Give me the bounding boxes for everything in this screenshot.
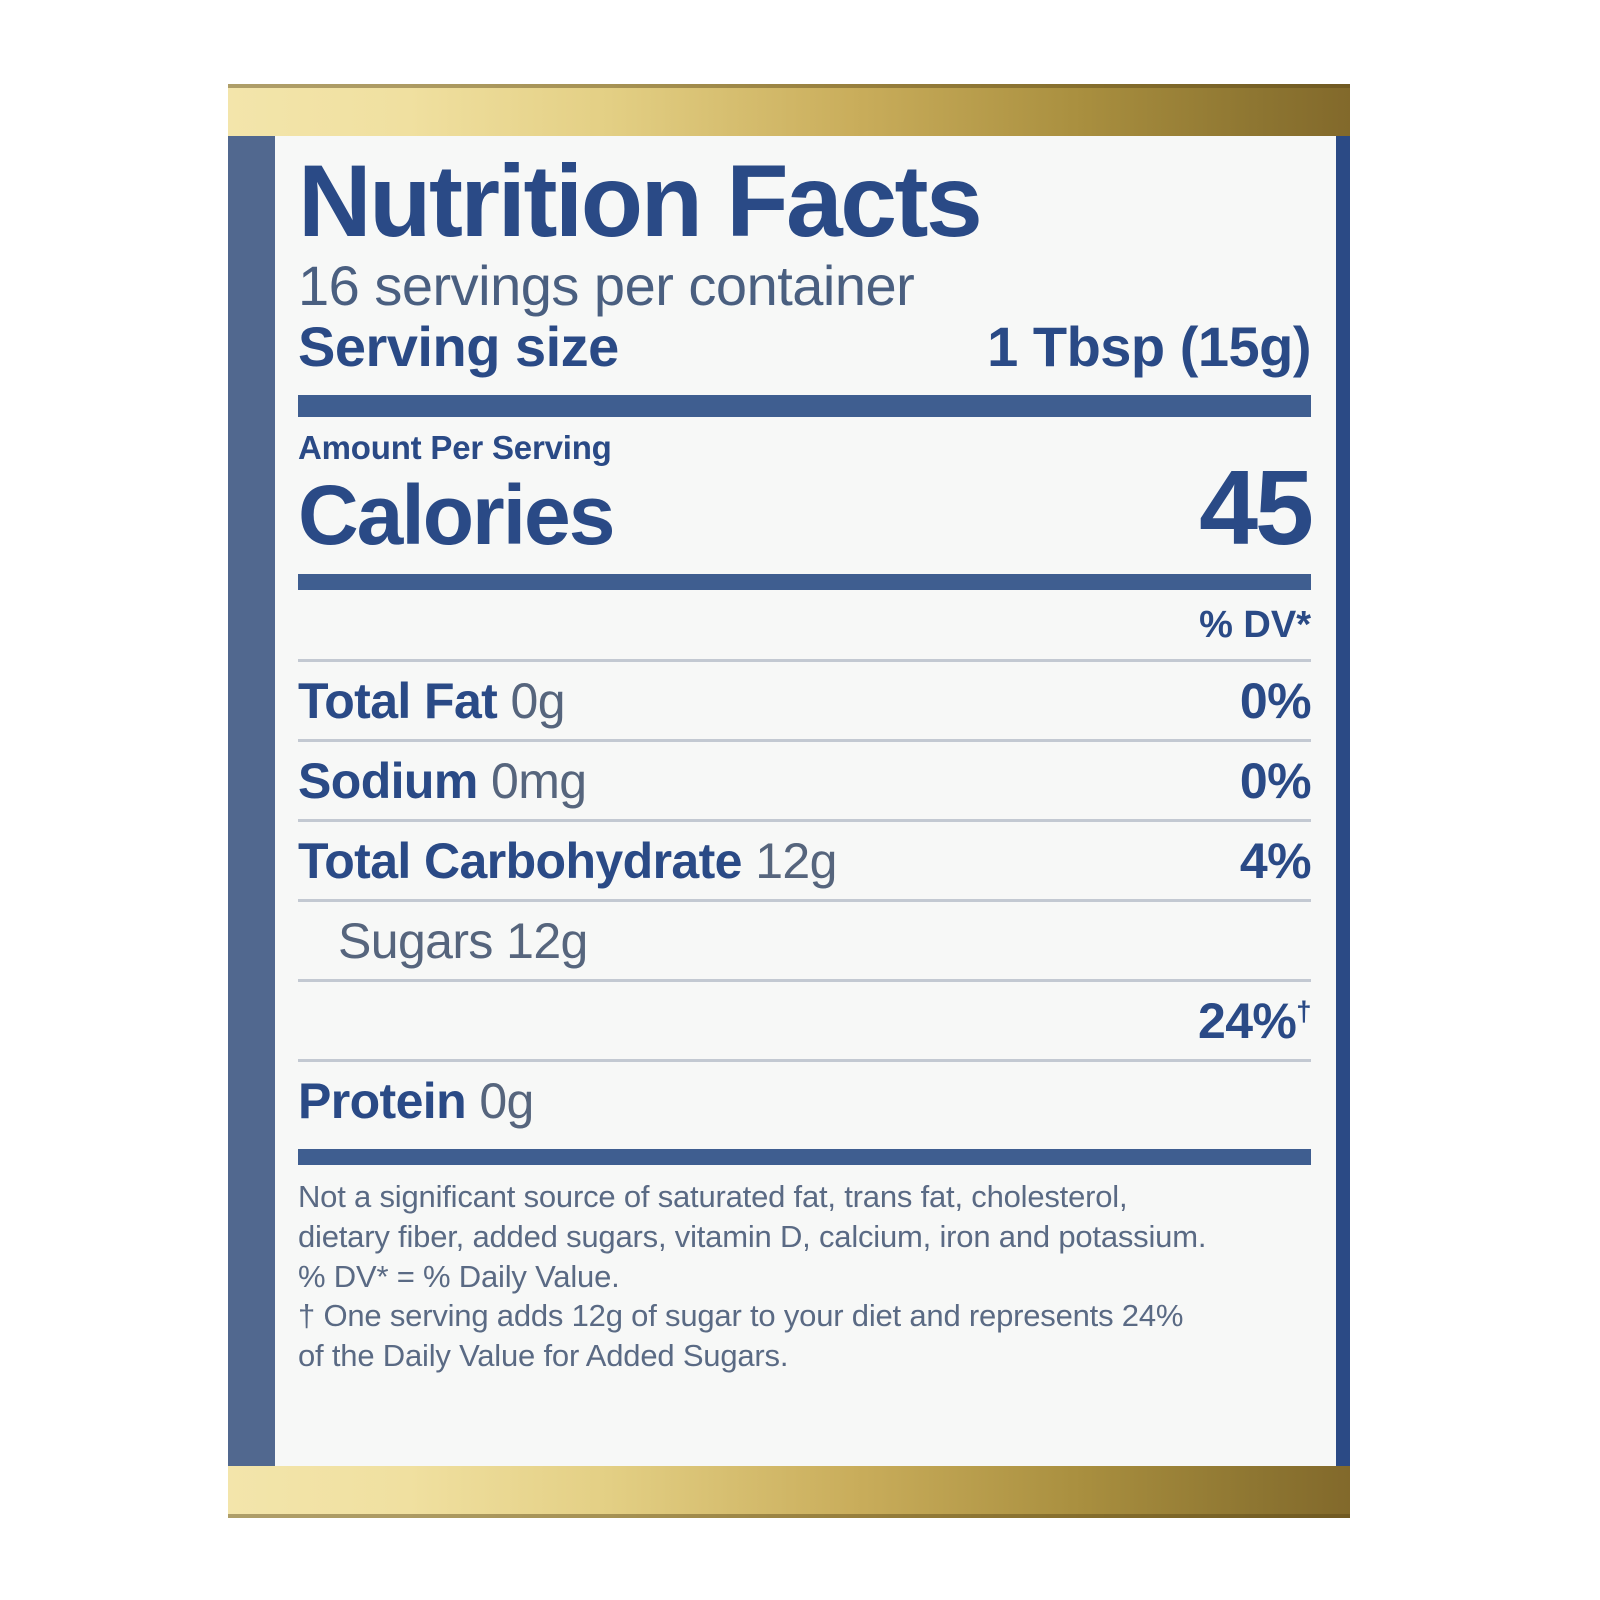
- nutrient-pct-sodium: 0%: [1239, 753, 1312, 810]
- nutrient-name-sugars: Sugars 12g: [338, 913, 588, 970]
- row-separator: [298, 819, 1311, 823]
- serving-size-row: Serving size 1 Tbsp (15g): [298, 314, 1311, 379]
- nutrient-row-sugars: Sugars 12g: [298, 902, 1311, 979]
- nutrient-row-total-carbohydrate: Total Carbohydrate 12g 4%: [298, 822, 1312, 899]
- divider-above-footnotes: [298, 1149, 1311, 1166]
- dagger-symbol: †: [1296, 995, 1311, 1027]
- row-separator: [298, 979, 1311, 983]
- nutrition-facts-content: Nutrition Facts 16 servings per containe…: [275, 136, 1336, 1466]
- nutrient-name-sodium: Sodium 0mg: [298, 753, 587, 810]
- nutrient-name-total-fat: Total Fat 0g: [298, 673, 566, 730]
- nutrient-name-protein: Protein 0g: [298, 1073, 534, 1130]
- panel-left-blue-bar: [228, 136, 275, 1466]
- nutrient-pct-total-fat: 0%: [1239, 673, 1312, 730]
- nutrition-facts-panel: Nutrition Facts 16 servings per containe…: [228, 136, 1350, 1466]
- footnote-line-1: Not a significant source of saturated fa…: [298, 1179, 1128, 1215]
- nutrient-pct-added-sugars: 24%†: [1198, 993, 1312, 1050]
- serving-size-label: Serving size: [298, 315, 619, 379]
- nutrient-pct-total-carbohydrate: 4%: [1239, 833, 1312, 890]
- row-separator: [298, 739, 1311, 743]
- serving-size-value: 1 Tbsp (15g): [987, 315, 1311, 379]
- calories-value: 45: [1199, 449, 1314, 568]
- footnote-line-5: of the Daily Value for Added Sugars.: [298, 1338, 789, 1374]
- nutrient-name-total-carbohydrate: Total Carbohydrate 12g: [298, 833, 837, 890]
- row-separator: [298, 899, 1311, 903]
- footnote-line-4: † One serving adds 12g of sugar to your …: [298, 1298, 1184, 1334]
- daily-value-header: % DV*: [1199, 604, 1311, 647]
- servings-per-container: 16 servings per container: [298, 253, 915, 317]
- nutrient-row-total-fat: Total Fat 0g 0%: [298, 662, 1312, 739]
- divider-below-calories: [298, 574, 1311, 591]
- footnote-line-3: % DV* = % Daily Value.: [298, 1258, 620, 1294]
- gold-foil-band-bottom: [228, 1466, 1350, 1518]
- amount-per-serving-label: Amount Per Serving: [298, 429, 612, 467]
- nutrient-row-added-sugars-dv: 24%†: [298, 982, 1312, 1059]
- calories-row: Calories 45: [298, 449, 1314, 568]
- nutrient-row-protein: Protein 0g: [298, 1062, 1311, 1139]
- divider-thick-top: [298, 395, 1311, 418]
- nutrient-row-sodium: Sodium 0mg 0%: [298, 742, 1312, 819]
- gold-foil-band-top: [228, 84, 1350, 136]
- nutrition-facts-title: Nutrition Facts: [298, 144, 983, 258]
- footnotes-block: Not a significant source of saturated fa…: [298, 1165, 1311, 1375]
- panel-right-blue-bar: [1336, 136, 1350, 1466]
- row-separator: [298, 1059, 1311, 1063]
- product-package: Nutrition Facts 16 servings per containe…: [228, 84, 1350, 1518]
- calories-label: Calories: [298, 468, 615, 563]
- footnote-line-2: dietary fiber, added sugars, vitamin D, …: [298, 1219, 1207, 1255]
- row-separator: [298, 659, 1311, 663]
